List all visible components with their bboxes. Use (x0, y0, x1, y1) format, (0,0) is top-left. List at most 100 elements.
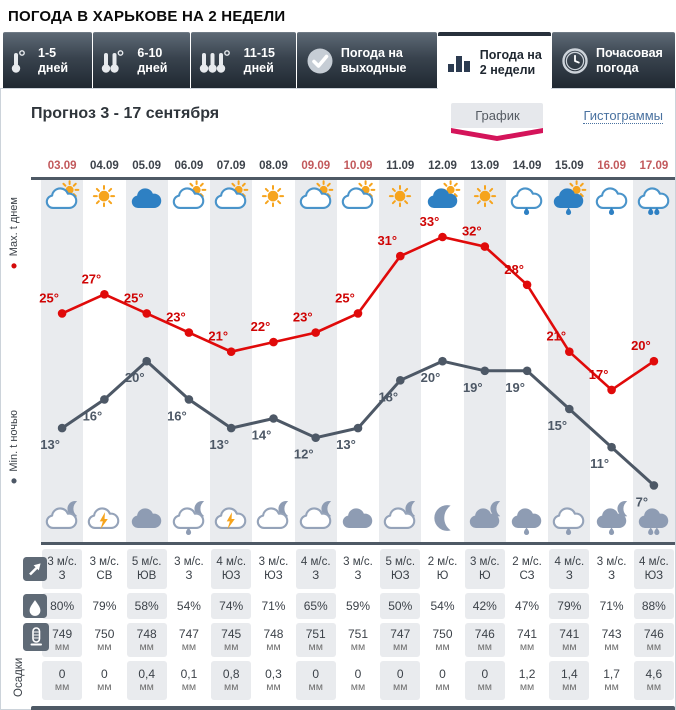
pressure-cell: 745 мм (211, 622, 252, 657)
pressure-row: 749 мм 750 мм 748 мм 747 мм 745 мм 748 мм 751 мм 751 мм… (41, 622, 675, 657)
wind-cell: 3 м/с. СВ (89, 556, 120, 583)
wind-row: 3 м/с. З 3 м/с. СВ 5 м/с. ЮВ 3 м/с. З 4 м/с. ЮЗ 3 … (41, 549, 675, 589)
table-bottom-bar (31, 705, 675, 710)
precipitation-cell: 0 мм (295, 660, 336, 700)
cloud-rain1-icon (593, 180, 631, 221)
precipitation-cell: 0 мм (350, 666, 366, 694)
day-weather-icons-row (41, 180, 675, 221)
night-weather-icons-row (41, 499, 675, 542)
precipitation-cell: 0 мм (380, 660, 421, 700)
thermometer-2-icon (101, 46, 131, 76)
tab-6-10-days[interactable]: 6-10 дней (93, 32, 190, 88)
humidity-cell: 58% (126, 592, 167, 619)
night-weather-cell (379, 499, 421, 542)
pressure-icon (23, 623, 49, 656)
tab-1-5-days[interactable]: 1-5 дней (3, 32, 93, 88)
check-icon (305, 46, 335, 76)
tab-11-15-days[interactable]: 11-15 дней (190, 32, 296, 88)
date-label: 12.09 (428, 160, 457, 172)
humidity-cell: 59% (345, 598, 370, 613)
precipitation-cell: 0 мм (464, 660, 505, 700)
precipitation-cell: 1,7 мм (603, 666, 620, 694)
date-label: 10.09 (343, 160, 373, 172)
pressure-cell: 741 мм (517, 626, 538, 654)
wind-cell: 3 м/с. З (174, 556, 204, 583)
cloud-rain1-icon (550, 500, 588, 541)
panel-subheader: Прогноз 3 - 17 сентября График Гистограм… (1, 101, 675, 145)
humidity-cell: 88% (633, 592, 674, 619)
cloud-fill-moon-icon (466, 500, 504, 541)
legend-dot-night: ● (7, 474, 21, 489)
cloud-moon-rain1-icon (170, 500, 208, 541)
humidity-cell: 47% (515, 598, 540, 613)
day-weather-cell (83, 180, 125, 221)
cloud-fill-rain1-icon (508, 500, 546, 541)
humidity-cell: 71% (261, 598, 286, 613)
day-weather-cell (337, 180, 379, 221)
pressure-cell: 751 мм (347, 626, 368, 654)
graph-view-label: График (451, 103, 544, 128)
moon-icon (424, 500, 462, 541)
cloud-moon-icon (381, 500, 419, 541)
tab-two-weeks[interactable]: Погода на 2 недели (437, 32, 551, 89)
active-view-pointer-icon (451, 128, 544, 141)
tab-hourly[interactable]: Почасовая погода (551, 32, 676, 88)
precipitation-cell: 0 мм (42, 660, 83, 700)
tab-weekend[interactable]: Погода на выходные (296, 32, 437, 88)
humidity-cell: 74% (211, 592, 252, 619)
date-label: 05.09 (132, 160, 162, 172)
date-label: 07.09 (216, 160, 246, 172)
separator-top (31, 177, 675, 180)
humidity-cell: 80% (42, 592, 83, 619)
thermometer-3-icon (199, 46, 238, 76)
precipitation-row: 0 мм 0 мм 0,4 мм 0,1 мм 0,8 мм 0,3 мм 0 мм 0 мм 0 мм 0 мм 0 м… (41, 660, 675, 700)
graph-view-button[interactable]: График (451, 103, 544, 141)
wind-cell: 2 м/с. СЗ (512, 556, 542, 583)
column-stripe (421, 180, 463, 542)
day-weather-cell (41, 180, 83, 221)
date-label: 11.09 (386, 160, 415, 172)
wind-cell: 3 м/с. З (343, 556, 373, 583)
wind-cell: 4 м/с. ЮЗ (211, 549, 252, 589)
axis-label-max-day-temp: ● Max. t днем (7, 197, 21, 274)
night-weather-cell (464, 499, 506, 542)
night-weather-cell (633, 499, 675, 542)
column-stripe (168, 180, 210, 542)
wind-direction-icon (23, 557, 47, 586)
date-label: 17.09 (639, 160, 669, 172)
night-weather-cell (210, 499, 252, 542)
humidity-cell: 54% (430, 598, 455, 613)
tab-label: Погода на 2 недели (479, 47, 542, 77)
column-stripe (590, 180, 632, 542)
day-weather-cell (252, 180, 294, 221)
column-stripe (41, 180, 84, 542)
day-weather-cell (421, 180, 463, 221)
precipitation-cell: 4,6 мм (633, 660, 674, 700)
pressure-cell: 751 мм (295, 622, 336, 657)
date-label: 08.09 (259, 160, 288, 172)
column-stripe (125, 180, 168, 542)
cloud-fill-icon (128, 500, 166, 541)
day-weather-cell (506, 180, 548, 221)
humidity-cell: 79% (549, 592, 590, 619)
thermometer-1-icon (11, 46, 32, 76)
forecast-table: ● Max. t днем ● Min. t ночью Осадки 03.0… (1, 157, 675, 710)
precipitation-cell: 0 мм (435, 666, 450, 694)
pressure-cell: 748 мм (263, 626, 284, 654)
cloud-sun-icon (43, 180, 81, 221)
cloud-moon-icon (297, 500, 335, 541)
cloud-sun-icon (170, 180, 208, 221)
cloud-bolt-icon (85, 500, 123, 541)
histogram-view-link[interactable]: Гистограммы (583, 108, 663, 124)
day-weather-cell (295, 180, 337, 221)
tab-label: 6-10 дней (137, 45, 168, 75)
day-weather-cell (210, 180, 252, 221)
humidity-row: 80% 79% 58% 54% 74% 71% 65% 59% 50% 54% 42% 47% 79% 7… (41, 592, 675, 619)
cloud-fill-sun-rain1-icon (550, 180, 588, 221)
humidity-cell: 54% (176, 598, 201, 613)
pressure-cell: 741 мм (549, 622, 590, 657)
forecast-range-title: Прогноз 3 - 17 сентября (31, 105, 220, 122)
view-switch: График Гистограммы (451, 103, 663, 141)
sun-icon (85, 180, 123, 221)
cloud-fill-sun-icon (424, 180, 462, 221)
